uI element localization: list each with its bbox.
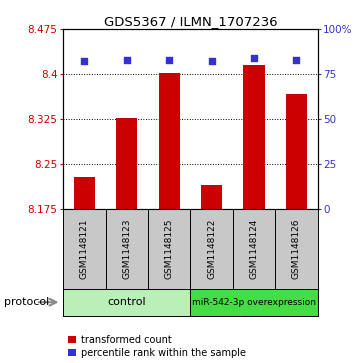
Text: GSM1148122: GSM1148122 xyxy=(207,219,216,279)
Bar xyxy=(74,177,95,209)
Text: protocol: protocol xyxy=(4,297,49,307)
Bar xyxy=(63,289,191,316)
Point xyxy=(124,57,130,62)
Bar xyxy=(201,185,222,209)
Bar xyxy=(158,73,180,209)
Point xyxy=(82,58,87,64)
Bar xyxy=(243,65,265,209)
Bar xyxy=(286,94,307,209)
Point xyxy=(209,58,214,64)
Bar xyxy=(191,289,318,316)
Text: GSM1148123: GSM1148123 xyxy=(122,219,131,279)
Text: control: control xyxy=(108,297,146,307)
Title: GDS5367 / ILMN_1707236: GDS5367 / ILMN_1707236 xyxy=(104,15,277,28)
Point xyxy=(293,57,299,62)
Text: GSM1148126: GSM1148126 xyxy=(292,219,301,279)
Text: GSM1148124: GSM1148124 xyxy=(249,219,258,279)
Text: GSM1148125: GSM1148125 xyxy=(165,219,174,279)
Bar xyxy=(116,118,138,209)
Point xyxy=(251,55,257,61)
Text: GSM1148121: GSM1148121 xyxy=(80,219,89,279)
Point xyxy=(166,57,172,62)
Legend: transformed count, percentile rank within the sample: transformed count, percentile rank withi… xyxy=(68,335,246,358)
Text: miR-542-3p overexpression: miR-542-3p overexpression xyxy=(192,298,316,307)
